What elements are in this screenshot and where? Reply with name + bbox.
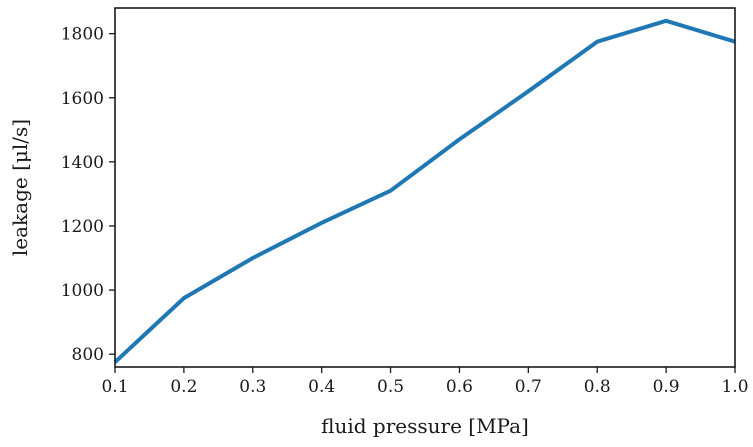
y-axis-ticks: 800 1000 1200 1400 1600 1800 bbox=[61, 25, 115, 365]
y-tick-label: 1200 bbox=[61, 217, 104, 237]
x-axis-ticks: 0.1 0.2 0.3 0.4 0.5 0.6 0.7 0.8 0.9 1.0 bbox=[101, 367, 749, 397]
y-tick-label: 1600 bbox=[61, 89, 104, 109]
y-tick-label: 800 bbox=[72, 345, 104, 365]
x-tick-label: 0.8 bbox=[584, 377, 611, 397]
y-tick-label: 1800 bbox=[61, 25, 104, 45]
x-tick-label: 0.5 bbox=[377, 377, 404, 397]
x-tick-label: 0.3 bbox=[239, 377, 266, 397]
series-layer bbox=[113, 18, 736, 364]
x-tick-label: 0.7 bbox=[515, 377, 542, 397]
x-tick-label: 0.4 bbox=[308, 377, 335, 397]
plot-frame bbox=[114, 7, 736, 368]
y-axis-label: leakage [μl/s] bbox=[8, 119, 32, 256]
x-tick-label: 0.6 bbox=[446, 377, 473, 397]
series-line bbox=[113, 18, 736, 364]
y-tick-label: 1000 bbox=[61, 281, 104, 301]
x-tick-label: 1.0 bbox=[721, 377, 748, 397]
x-tick-label: 0.1 bbox=[101, 377, 128, 397]
x-tick-label: 0.2 bbox=[170, 377, 197, 397]
x-tick-label: 0.9 bbox=[653, 377, 680, 397]
y-tick-label: 1400 bbox=[61, 153, 104, 173]
x-axis-label: fluid pressure [MPa] bbox=[321, 414, 529, 438]
